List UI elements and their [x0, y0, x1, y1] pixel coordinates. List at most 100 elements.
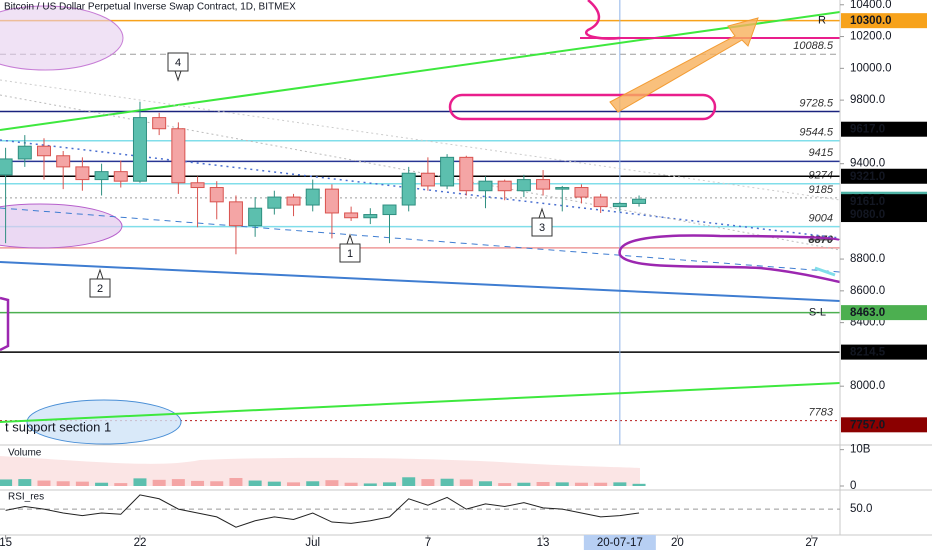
trend-line [0, 382, 840, 423]
y-tick-label: 8800.0 [850, 253, 885, 265]
tag-marker: R [818, 15, 826, 27]
candle-body [17, 145, 32, 160]
candle-body [555, 187, 570, 190]
y-tick-label: 10000.0 [850, 62, 892, 74]
y-tick-label: 8000.0 [850, 380, 885, 392]
volume-bar [171, 479, 185, 486]
candle-body [593, 196, 608, 208]
pink-curve [585, 0, 621, 40]
volume-bar [344, 482, 358, 486]
y-tick-label: 0 [850, 480, 856, 492]
callout-box [167, 52, 189, 82]
crosshair-tag [583, 535, 656, 550]
volume-bar [18, 479, 32, 486]
x-tick-label: 20 [671, 537, 684, 549]
volume-bar [459, 479, 473, 486]
volume-bar [37, 480, 51, 486]
arrow [609, 17, 759, 113]
price-tag-label: 8463.0 [850, 307, 885, 319]
volume-bar [517, 482, 531, 486]
price-tag-label: 9617.0 [850, 124, 885, 136]
y-tick-label: 9800.0 [850, 94, 885, 106]
note: t support section 1 [5, 419, 111, 434]
volume-bar [498, 483, 512, 486]
volume-bar [133, 478, 147, 486]
volume-bar [632, 483, 646, 486]
volume-bar [114, 483, 128, 486]
volume-bar [152, 479, 166, 486]
candle-body [267, 196, 282, 209]
candle-body [209, 187, 224, 203]
pink-box [448, 93, 717, 121]
volume-bar [402, 477, 416, 486]
volume-bar [325, 480, 339, 486]
price-tag-label: 8214.5 [850, 347, 886, 359]
candle-body [171, 128, 186, 184]
purple-bracket [0, 296, 10, 352]
level-label: 9544.5 [799, 127, 834, 139]
price-tag-label: 10300.0 [850, 15, 892, 27]
purple-curve [618, 234, 840, 284]
callout-box [339, 233, 361, 263]
price-tag [841, 305, 927, 321]
candle-body [0, 158, 13, 176]
volume-bar [594, 482, 608, 486]
volume-bar [287, 482, 301, 486]
price-tag [841, 168, 927, 184]
candle-body [478, 180, 493, 192]
drawings [0, 0, 840, 445]
candle-body [190, 182, 205, 189]
ellipse [0, 5, 124, 71]
candle-body [420, 172, 435, 187]
y-tick-label: 10B [850, 444, 871, 456]
candle-body [56, 155, 71, 168]
price-tag [841, 194, 927, 210]
volume-bar [363, 483, 377, 486]
candle-body [440, 156, 455, 187]
x-tick-label: 22 [134, 537, 147, 549]
volume-bar [613, 482, 627, 486]
callout-label: 2 [97, 283, 103, 295]
volume-bar [574, 482, 588, 486]
candle-body [516, 179, 531, 192]
candle-body [344, 212, 359, 219]
candle-body [497, 180, 512, 192]
callout-label: 3 [539, 222, 545, 234]
level-label: 8870 [809, 234, 834, 246]
candle-body [305, 188, 320, 206]
mark [814, 266, 836, 277]
candle-body [324, 188, 339, 214]
y-tick-label: 9400.0 [850, 158, 885, 170]
volume-bar [478, 481, 492, 486]
price-tag [841, 207, 927, 223]
x-tick-label: 15 [0, 537, 12, 549]
trend-line [0, 261, 840, 302]
candle-body [382, 204, 397, 216]
price-tag-label: 9080.0 [850, 209, 885, 221]
candle-body [36, 145, 51, 157]
volume-bar [210, 481, 224, 486]
candle-body [113, 171, 128, 182]
candle-body [152, 117, 167, 130]
candle-body [286, 196, 301, 206]
volume-bar [383, 482, 397, 486]
candle-body [401, 172, 416, 206]
trend-line [0, 139, 840, 239]
candle-body [574, 187, 589, 198]
level-label: 7783 [809, 407, 834, 419]
candle-body [612, 202, 627, 208]
volume-label: Volume [8, 448, 42, 459]
trend-line [0, 79, 840, 201]
volume-bar [306, 481, 320, 486]
rsi-pane [0, 491, 840, 535]
volume-bar [421, 479, 435, 486]
price-tag-label: 9161.0 [850, 196, 885, 208]
ellipse [26, 399, 182, 445]
candle-body [459, 156, 474, 192]
callout-label: 1 [347, 248, 353, 260]
candle-body [94, 171, 109, 181]
candle-body [75, 166, 90, 181]
volume-bar [75, 481, 89, 486]
trend-line [0, 207, 840, 273]
